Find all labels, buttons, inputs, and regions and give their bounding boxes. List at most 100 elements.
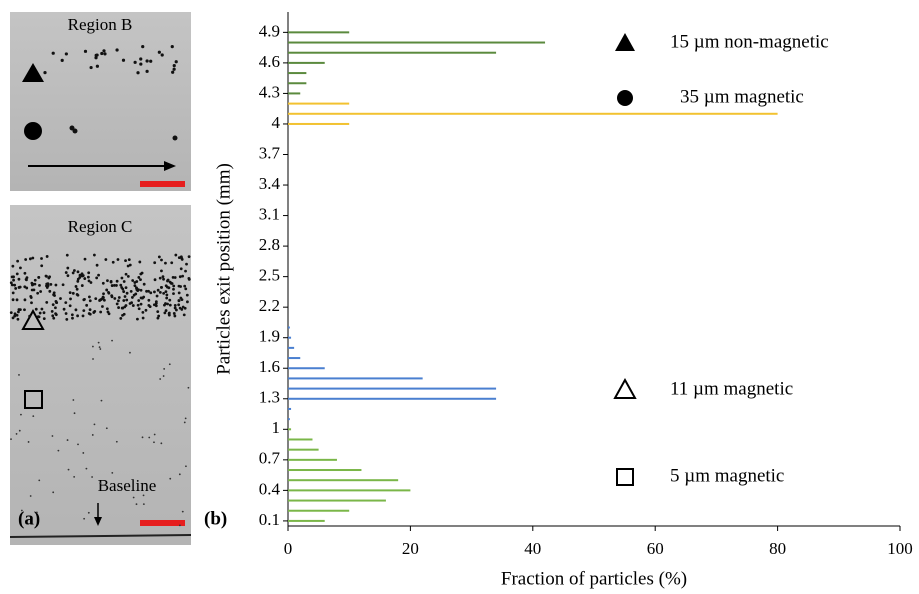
particle — [9, 281, 13, 285]
bar — [288, 326, 290, 329]
particle — [103, 52, 107, 56]
particle — [166, 279, 169, 283]
arrow-head — [164, 161, 176, 171]
particle — [163, 303, 166, 307]
particle — [129, 290, 133, 293]
bar — [288, 428, 292, 431]
particle — [142, 494, 145, 497]
y-tick-label: 2.2 — [259, 296, 280, 315]
particle — [173, 314, 177, 318]
panel-label: (b) — [204, 508, 227, 529]
particle — [78, 273, 82, 277]
particle — [121, 306, 125, 310]
particle — [130, 296, 134, 299]
particle — [88, 299, 92, 303]
particle — [172, 284, 176, 288]
particle — [160, 285, 163, 289]
arrow-head — [94, 517, 102, 526]
particle — [159, 378, 162, 380]
particle — [187, 386, 190, 389]
particle — [178, 275, 182, 279]
particle — [132, 496, 135, 499]
particle — [94, 297, 98, 301]
particle — [164, 309, 168, 312]
particle — [70, 313, 74, 317]
particle — [102, 292, 105, 296]
bar — [288, 346, 295, 349]
y-tick-label: 1.9 — [259, 327, 280, 346]
particle — [182, 313, 186, 317]
particle — [153, 278, 157, 282]
particle — [136, 289, 140, 292]
particle — [162, 291, 166, 295]
particle — [115, 302, 119, 306]
particle — [121, 58, 126, 62]
triangle-icon — [22, 63, 44, 82]
particle — [48, 275, 52, 279]
particle — [54, 306, 57, 310]
particle — [158, 276, 162, 280]
particle — [82, 452, 85, 454]
legend-label: 15 µm non-magnetic — [670, 31, 829, 52]
particle — [18, 285, 22, 289]
particle — [73, 269, 76, 272]
x-axis-label: Fraction of particles (%) — [501, 568, 687, 589]
particle — [137, 276, 141, 279]
particle — [135, 280, 139, 283]
particle — [147, 289, 150, 293]
particle — [184, 417, 187, 420]
y-tick-label: 0.4 — [259, 479, 281, 498]
particle — [69, 297, 72, 301]
particle — [30, 288, 34, 292]
particle — [121, 314, 124, 317]
particle — [40, 257, 43, 260]
particle — [85, 467, 88, 470]
particle — [115, 48, 119, 52]
particle — [48, 289, 52, 293]
bar — [288, 112, 778, 115]
particle — [93, 423, 96, 426]
y-tick-label: 1.6 — [259, 357, 280, 376]
particle — [138, 260, 142, 264]
particle — [113, 297, 117, 300]
particle — [65, 253, 69, 257]
particle — [83, 517, 86, 520]
baseline-wall — [9, 534, 192, 538]
particle — [153, 441, 155, 444]
particle — [89, 281, 93, 284]
particle — [153, 433, 156, 436]
particle — [31, 256, 35, 260]
y-tick-label: 3.1 — [259, 204, 280, 223]
bar — [288, 61, 325, 64]
x-tick-label: 60 — [647, 539, 664, 558]
particle — [181, 510, 184, 513]
particle — [65, 317, 69, 321]
particle — [153, 261, 157, 265]
bar — [288, 479, 399, 482]
particle — [122, 280, 126, 283]
y-tick-label: 3.7 — [259, 143, 281, 162]
particle — [164, 261, 167, 265]
particle — [101, 305, 104, 308]
particle — [9, 311, 13, 315]
particle — [136, 317, 139, 321]
particle — [183, 306, 187, 310]
particle — [126, 275, 130, 278]
particle — [168, 363, 171, 366]
bar — [288, 41, 546, 44]
particle — [87, 511, 90, 514]
panel-label: (a) — [18, 508, 40, 529]
particle — [15, 272, 19, 276]
particle — [185, 465, 187, 468]
particle — [75, 293, 79, 296]
particle — [163, 368, 166, 370]
particle — [92, 358, 94, 360]
particle — [60, 58, 64, 62]
particle — [88, 312, 92, 316]
particle — [163, 311, 167, 315]
particle — [87, 275, 90, 279]
y-tick-label: 0.1 — [259, 510, 280, 529]
bar — [288, 489, 411, 492]
legend-label: 11 µm magnetic — [670, 378, 793, 399]
particle — [135, 286, 138, 290]
